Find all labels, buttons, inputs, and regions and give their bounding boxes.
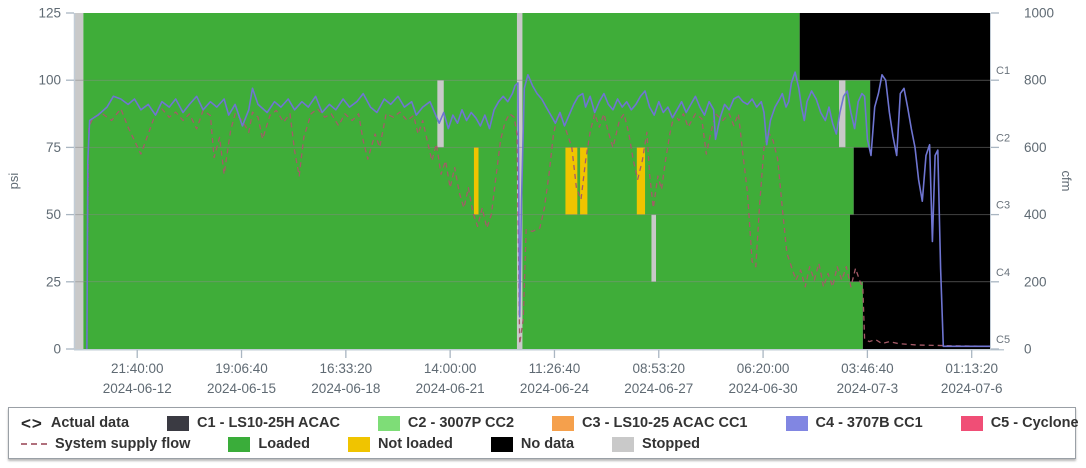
chart-legend: <> Actual data C1 - LS10-25H ACAC C2 - 3… [8,407,1079,459]
x-axis-time-label: 08:53:20 [632,361,685,376]
x-axis-time-label: 06:20:00 [737,361,790,376]
channel-label-c3: C3 [996,200,1010,212]
legend-item-not-loaded[interactable]: Not loaded [347,436,453,452]
c5-swatch [960,415,983,431]
x-axis-date-label: 2024-07-3 [837,381,899,396]
status-band-c4-loaded [83,214,851,282]
y-axis-right-tick-label: 800 [1024,73,1047,88]
x-axis-time-label: 21:40:00 [111,361,164,376]
legend-item-c5[interactable]: C5 - Cyclone [960,415,1079,431]
legend-label: C4 - 3707B CC1 [815,415,923,431]
y-axis-right-tick-label: 200 [1024,274,1047,289]
legend-item-c4[interactable]: C4 - 3707B CC1 [785,415,923,431]
status-band-c4-no-data [850,214,990,282]
y-axis-right-tick-label: 0 [1024,342,1032,357]
dashed-line-icon [21,443,47,445]
channel-label-c2: C2 [996,132,1010,144]
y-axis-left-tick-label: 100 [38,73,61,88]
status-bar-not-loaded [473,147,479,215]
legend-item-loaded[interactable]: Loaded [228,436,310,452]
legend-label: Stopped [642,436,701,452]
y-axis-left-tick-label: 75 [46,140,61,155]
x-axis-date-label: 2024-06-27 [624,381,693,396]
status-band-c3-loaded [83,147,854,215]
y-axis-left-tick-label: 0 [53,342,61,357]
y-axis-left-tick-label: 50 [46,207,61,222]
status-band-c2-no-data [870,80,990,148]
x-axis-date-label: 2024-06-15 [207,381,276,396]
y-axis-right-tick-label: 400 [1024,207,1047,222]
no-data-swatch [490,436,513,452]
status-bar-stopped [839,80,846,148]
legend-label: C2 - 3007P CC2 [407,415,515,431]
x-axis-time-label: 11:26:40 [529,361,581,376]
status-bar-stopped [437,80,444,148]
legend-item-c1[interactable]: C1 - LS10-25H ACAC [167,415,340,431]
chart-canvas[interactable]: 0 25 50 75 100 125 psi 0 200 400 600 800 1000 cfm C1 C2… [0,0,1086,400]
y-axis-right-tick-label: 600 [1024,140,1047,155]
legend-item-c3[interactable]: C3 - LS10-25 ACAC CC1 [552,415,748,431]
status-bar-stopped [651,214,657,282]
legend-label: C1 - LS10-25H ACAC [197,415,340,431]
legend-item-actual-data[interactable]: <> Actual data [21,415,129,432]
chart-area: 0 25 50 75 100 125 psi 0 200 400 600 800 1000 cfm C1 C2… [0,0,1086,400]
channel-label-c5: C5 [996,334,1010,346]
x-axis-date-label: 2024-06-12 [103,381,172,396]
x-axis-time-label: 16:33:20 [320,361,373,376]
system-supply-flow-line [86,108,991,350]
pressure-line [86,71,990,350]
status-band-c5-loaded [83,281,863,349]
status-band-c1-loaded [83,13,800,81]
c4-swatch [785,415,808,431]
y-axis-left-tick-label: 25 [46,274,61,289]
stopped-swatch [612,436,635,452]
status-band-c2-loaded [83,80,871,148]
legend-item-stopped[interactable]: Stopped [612,436,700,452]
x-axis-time-label: 01:13:20 [945,361,998,376]
legend-row-2: System supply flow Loaded Not loaded No … [21,434,1063,454]
status-bar-not-loaded [565,147,578,215]
c2-swatch [377,415,400,431]
legend-item-c2[interactable]: C2 - 3007P CC2 [377,415,515,431]
not-loaded-swatch [347,436,370,452]
status-band-c3-no-data [853,147,990,215]
x-axis-time-label: 03:46:40 [841,361,894,376]
legend-row-1: <> Actual data C1 - LS10-25H ACAC C2 - 3… [21,413,1079,433]
x-axis-date-label: 2024-06-21 [416,381,485,396]
y-axis-left-title: psi [6,173,21,190]
x-axis-date-label: 2024-06-30 [729,381,798,396]
status-bar-stopped [75,13,84,349]
legend-label: Loaded [258,436,310,452]
legend-label: C5 - Cyclone [990,415,1079,431]
x-axis-date-label: 2024-06-18 [311,381,380,396]
channel-label-c4: C4 [996,267,1010,279]
x-axis-time-label: 14:00:00 [424,361,477,376]
channel-label-c1: C1 [996,65,1010,77]
status-bar-not-loaded [636,147,646,215]
legend-item-no-data[interactable]: No data [490,436,575,452]
legend-label: Not loaded [377,436,453,452]
legend-item-system-supply-flow[interactable]: System supply flow [21,436,190,452]
legend-label: System supply flow [55,436,191,452]
status-band-c5-no-data [862,281,990,349]
y-axis-left-tick-label: 125 [38,6,61,21]
legend-label: Actual data [50,415,130,431]
angle-brackets-icon: <> [21,413,43,433]
x-axis-time-label: 19:06:40 [215,361,268,376]
loaded-swatch [228,436,251,452]
status-band-c1-no-data [799,13,990,81]
x-axis-date-label: 2024-07-6 [941,381,1003,396]
x-axis-date-label: 2024-06-24 [520,381,590,396]
legend-label: No data [520,436,575,452]
c3-swatch [552,415,575,431]
status-bar-stopped [516,13,523,349]
legend-label: C3 - LS10-25 ACAC CC1 [582,415,748,431]
y-axis-right-title: cfm [1059,171,1074,192]
c1-swatch [167,415,190,431]
y-axis-right-tick-label: 1000 [1024,6,1054,21]
